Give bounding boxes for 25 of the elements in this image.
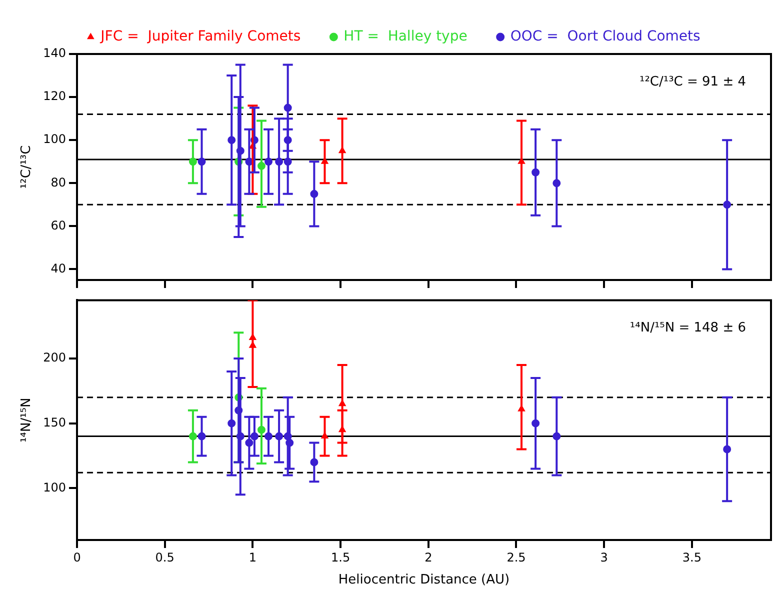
y-tick-label: 120 <box>43 89 66 104</box>
y-tick-label: 140 <box>43 46 66 60</box>
y-axis-title: ¹²C/¹³C <box>19 145 34 189</box>
x-tick-label: 1.5 <box>330 550 350 564</box>
x-tick-label: 1 <box>248 550 257 564</box>
legend-label: HT = Halley type <box>344 28 468 45</box>
y-tick-label: 100 <box>43 132 66 146</box>
y-tick-label: 200 <box>43 350 66 365</box>
x-axis-title: Heliocentric Distance (AU) <box>338 572 510 588</box>
y-axis-title: ¹⁴N/¹⁵N <box>19 398 34 442</box>
annotation: ¹⁴N/¹⁵N = 148 ± 6 <box>630 320 746 336</box>
y-tick-label: 40 <box>50 261 66 276</box>
x-tick-label: 3.5 <box>682 550 702 564</box>
x-tick-label: 2 <box>424 550 432 564</box>
x-tick-label: 2.5 <box>506 550 526 564</box>
x-tick-label: 3 <box>600 550 608 564</box>
legend-label: JFC = Jupiter Family Comets <box>100 28 301 45</box>
annotation: ¹²C/¹³C = 91 ± 4 <box>639 74 746 90</box>
x-tick-label: 0 <box>73 550 81 564</box>
legend-label: OOC = Oort Cloud Comets <box>510 28 700 45</box>
y-tick-label: 100 <box>43 480 66 494</box>
x-tick-label: 0.5 <box>155 550 174 564</box>
y-tick-label: 60 <box>50 218 66 232</box>
y-tick-label: 80 <box>50 175 66 190</box>
y-tick-label: 150 <box>43 415 66 430</box>
